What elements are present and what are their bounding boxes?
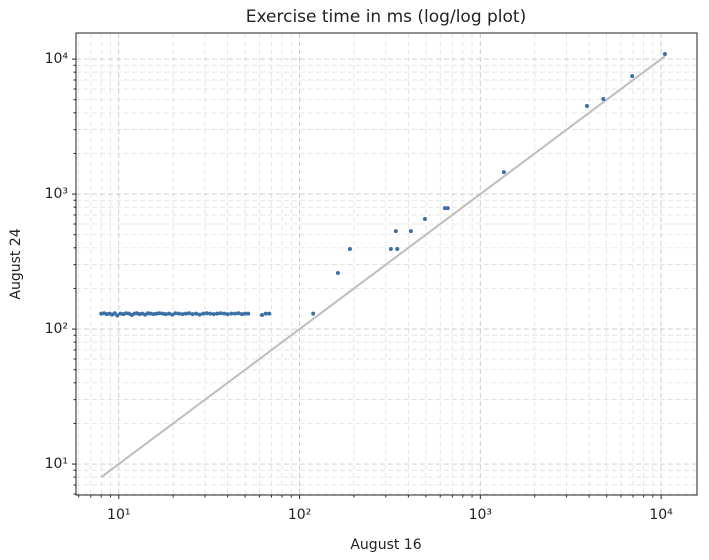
scatter-point [167, 311, 172, 316]
scatter-point [388, 246, 393, 251]
scatter-point [201, 311, 206, 316]
x-tick-label: 10³ [469, 507, 492, 523]
scatter-point [246, 311, 251, 316]
scatter-point [160, 311, 165, 316]
scatter-point [118, 311, 123, 316]
scatter-point [260, 313, 265, 318]
scatter-point [222, 311, 227, 316]
x-axis-label: August 16 [350, 537, 421, 553]
y-tick-label: 10⁴ [45, 51, 69, 67]
y-axis-label: August 24 [8, 228, 24, 299]
x-tick-label: 10² [288, 507, 311, 523]
x-tick-label: 10⁴ [649, 507, 673, 523]
y-tick-label: 10¹ [45, 456, 68, 472]
y-tick-label: 10³ [45, 186, 68, 202]
scatter-point [501, 170, 506, 175]
scatter-point [239, 312, 244, 317]
scatter-point [173, 311, 178, 316]
x-tick-label: 10¹ [107, 507, 130, 523]
scatter-point [442, 206, 447, 211]
scatter-point [115, 313, 120, 318]
scatter-point [157, 311, 162, 316]
scatter-point [662, 52, 667, 57]
scatter-point [225, 312, 230, 317]
scatter-point [311, 311, 316, 316]
grid [76, 33, 697, 495]
scatter-point [137, 312, 142, 317]
scatter-point [176, 311, 181, 316]
scatter-point [194, 311, 199, 316]
scatter-point [233, 311, 238, 316]
scatter-point [335, 271, 340, 276]
scatter-point [445, 206, 450, 211]
scatter-point [204, 311, 209, 316]
scatter-point [408, 229, 413, 234]
scatter-point [347, 246, 352, 251]
scatter-point [211, 312, 216, 317]
scatter-point [187, 311, 192, 316]
plot-area [99, 52, 667, 478]
scatter-point [163, 312, 168, 317]
scatter-point [393, 229, 398, 234]
scatter-point [395, 246, 400, 251]
scatter-point [267, 311, 272, 316]
scatter-point [180, 312, 185, 317]
scatter-point [218, 311, 223, 316]
scatter-point [584, 104, 589, 109]
scatter-point [422, 217, 427, 222]
plot-frame [75, 32, 698, 496]
reference-line [100, 55, 666, 478]
scatter-point [148, 311, 153, 316]
scatter-point [197, 312, 202, 317]
y-tick-label: 10² [45, 321, 68, 337]
scatter-point [208, 311, 213, 316]
scatter-point [630, 74, 635, 79]
scatter-point [229, 311, 234, 316]
scatter-point [263, 311, 268, 316]
scatter-point [183, 311, 188, 316]
scatter-point [236, 311, 241, 316]
scatter-point [190, 312, 195, 317]
scatter-point [170, 312, 175, 317]
scatter-point [151, 312, 156, 317]
chart-title: Exercise time in ms (log/log plot) [246, 7, 526, 27]
scatter-point [243, 311, 248, 316]
scatter-point [601, 97, 606, 102]
scatter-point [215, 311, 220, 316]
